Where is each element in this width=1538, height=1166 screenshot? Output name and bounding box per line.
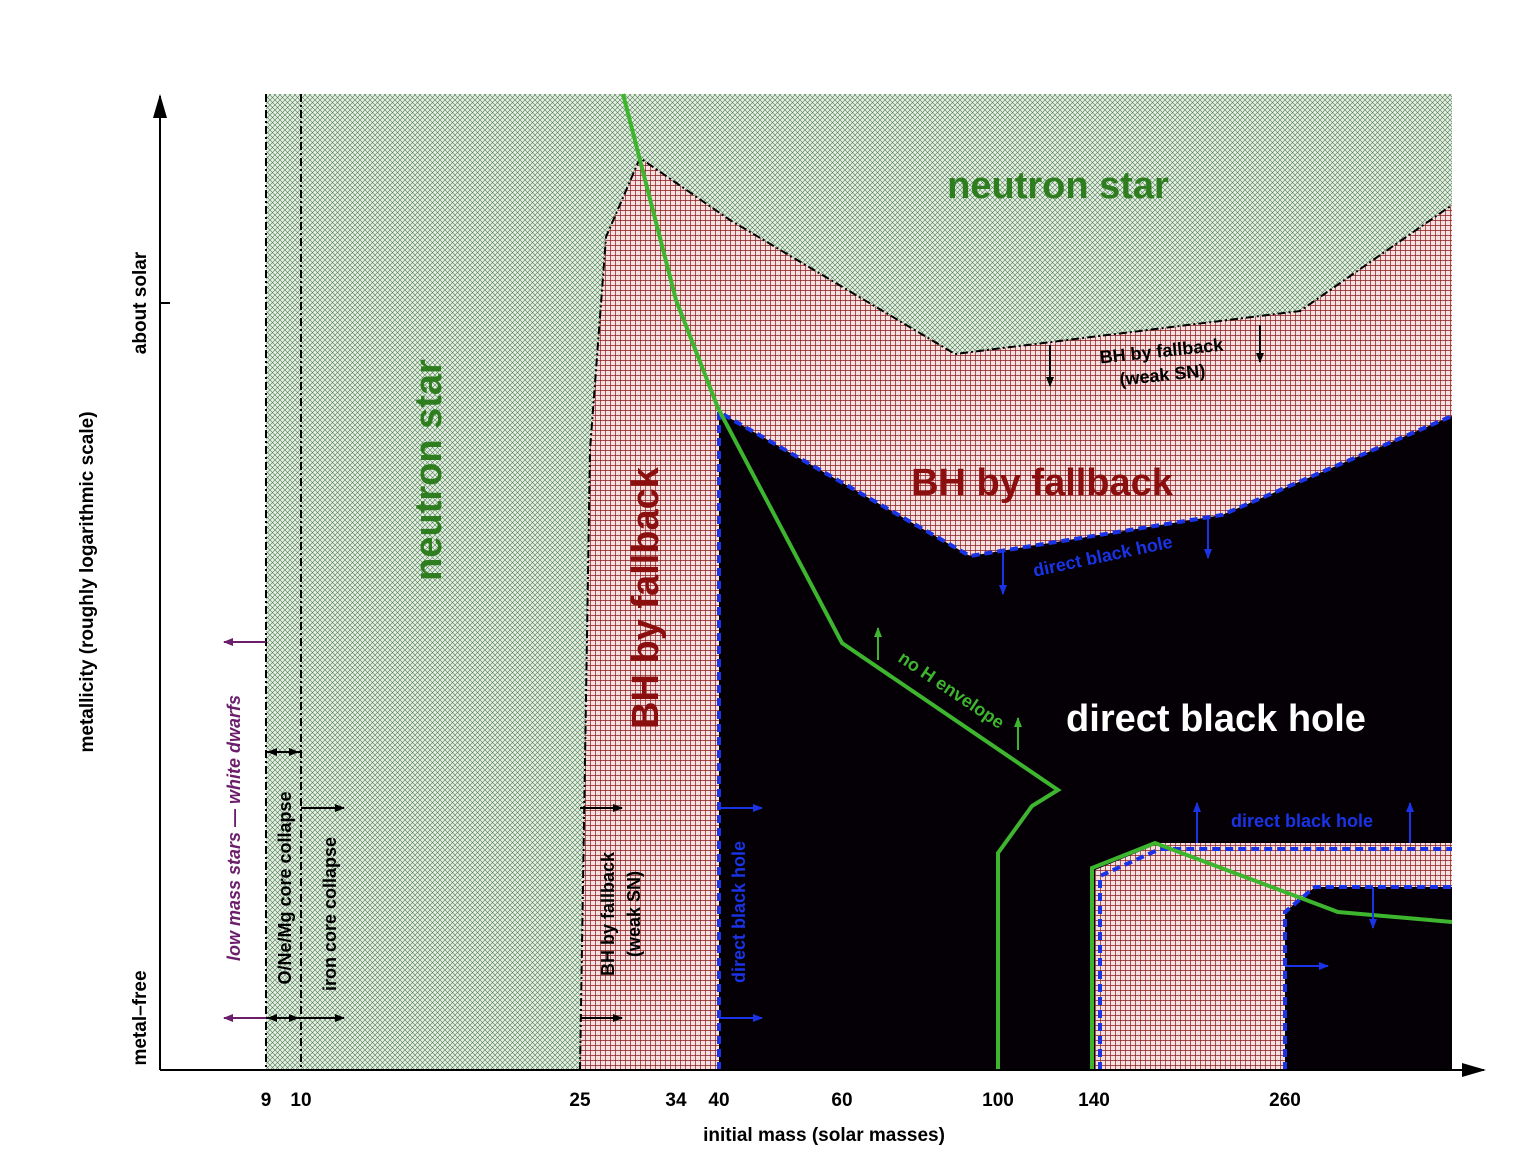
- bh-fallback-label: BH by fallback: [625, 466, 667, 729]
- weak-sn-label: BH by fallback: [598, 851, 618, 976]
- direct-bh-gap-boundary: [1098, 847, 1452, 1070]
- direct-bh-small-label: direct black hole: [729, 841, 749, 983]
- x-tick-label: 25: [569, 1090, 591, 1111]
- direct-black-hole-region-right: [1285, 887, 1452, 1070]
- white-dwarfs-label: low mass stars — white dwarfs: [224, 695, 244, 961]
- x-tick-label: 140: [1078, 1090, 1110, 1111]
- x-tick-label: 9: [261, 1090, 272, 1111]
- direct-bh-small-label: direct black hole: [1231, 811, 1373, 831]
- onemg-collapse-label: O/Ne/Mg core collapse: [275, 791, 295, 984]
- x-tick-label: 260: [1269, 1090, 1301, 1111]
- y-tick-label: metal–free: [130, 970, 151, 1065]
- neutron-star-label: neutron star: [408, 359, 450, 581]
- x-tick-label: 100: [982, 1090, 1014, 1111]
- fallback-boundary: [579, 156, 1453, 1071]
- x-tick-label: 34: [665, 1090, 687, 1111]
- weak-sn-label: (weak SN): [624, 871, 644, 957]
- x-axis-label: initial mass (solar masses): [703, 1125, 945, 1146]
- y-tick-label: about solar: [130, 251, 151, 354]
- direct-black-hole-label: direct black hole: [1066, 698, 1366, 740]
- bh-fallback-label: BH by fallback: [911, 462, 1174, 504]
- h-envelope-line: [621, 93, 1062, 1070]
- direct-bh-right-boundary: [1283, 885, 1452, 1070]
- neutron-star-label: neutron star: [947, 165, 1169, 207]
- x-tick-label: 10: [290, 1090, 311, 1111]
- x-tick-label: 60: [831, 1090, 852, 1111]
- y-axis-label: metallicity (roughly logarithmic scale): [77, 411, 98, 752]
- h-envelope-line-right: [1090, 840, 1453, 1070]
- direct-black-hole-region: [719, 412, 1452, 1070]
- x-tick-label: 40: [708, 1090, 729, 1111]
- iron-collapse-label: iron core collapse: [320, 837, 340, 991]
